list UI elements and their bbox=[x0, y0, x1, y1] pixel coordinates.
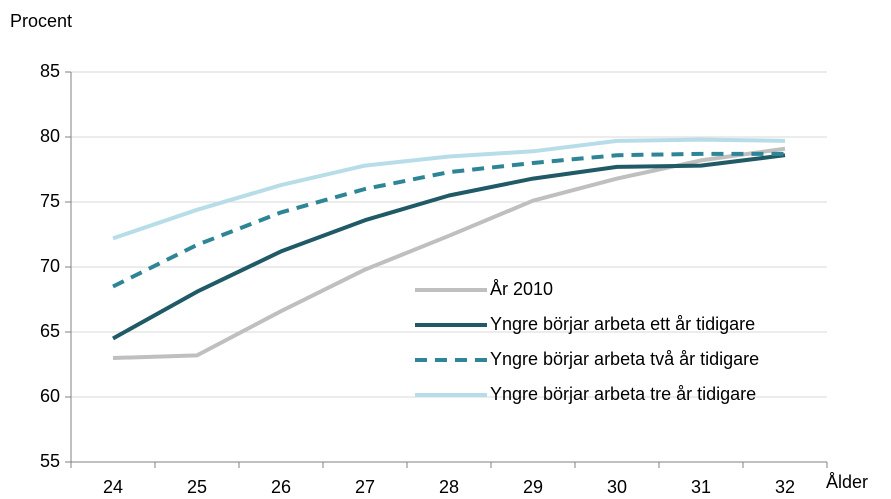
x-tick-label: 29 bbox=[523, 477, 543, 497]
legend-label: Yngre börjar arbeta två år tidigare bbox=[490, 349, 759, 369]
y-tick-label: 75 bbox=[40, 191, 60, 211]
x-tick-label: 32 bbox=[775, 477, 795, 497]
legend-label: Yngre börjar arbeta tre år tidigare bbox=[490, 384, 756, 404]
y-tick-label: 85 bbox=[40, 61, 60, 81]
x-tick-label: 31 bbox=[691, 477, 711, 497]
legend-label: År 2010 bbox=[490, 279, 553, 299]
legend-label: Yngre börjar arbeta ett år tidigare bbox=[490, 314, 755, 334]
series-line bbox=[112, 137, 786, 241]
series-line bbox=[112, 151, 785, 289]
x-tick-label: 24 bbox=[103, 477, 123, 497]
series-line bbox=[112, 153, 786, 341]
y-tick-label: 55 bbox=[40, 451, 60, 471]
y-axis-label: Procent bbox=[10, 11, 72, 31]
x-tick-label: 27 bbox=[355, 477, 375, 497]
y-tick-label: 65 bbox=[40, 321, 60, 341]
y-tick-label: 80 bbox=[40, 126, 60, 146]
x-axis-label: Ålder bbox=[826, 472, 868, 492]
y-tick-label: 60 bbox=[40, 386, 60, 406]
x-tick-label: 26 bbox=[271, 477, 291, 497]
x-tick-label: 30 bbox=[607, 477, 627, 497]
x-tick-label: 25 bbox=[187, 477, 207, 497]
x-tick-label: 28 bbox=[439, 477, 459, 497]
y-tick-label: 70 bbox=[40, 256, 60, 276]
